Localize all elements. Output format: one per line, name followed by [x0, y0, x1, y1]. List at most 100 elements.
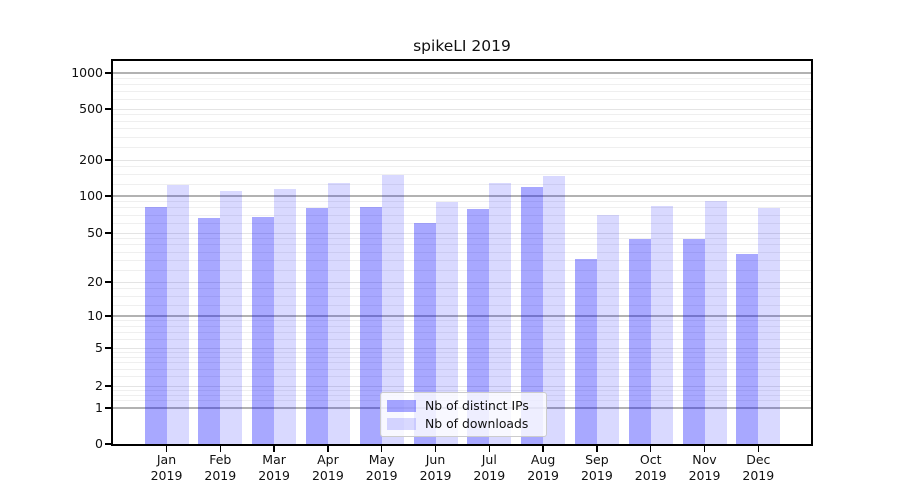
minor-gridline [113, 238, 811, 240]
legend-swatch-distinct-ips [387, 399, 416, 412]
minor-gridline [113, 325, 811, 327]
major-gridline [113, 108, 811, 110]
minor-gridline [113, 295, 811, 297]
x-tick-month: Jul [481, 452, 497, 467]
x-tick-mark [165, 446, 168, 452]
y-tick-mark [105, 443, 111, 445]
x-tick-label: May 2019 [354, 452, 410, 485]
minor-gridline [113, 174, 811, 176]
x-tick-mark [757, 446, 760, 452]
minor-gridline [113, 389, 811, 391]
bar-distinct-ips [413, 223, 436, 444]
y-tick-label: 5 [95, 339, 103, 355]
x-tick-month: Feb [209, 452, 232, 467]
x-tick-month: Apr [317, 452, 339, 467]
minor-gridline [113, 222, 811, 224]
bar-downloads [543, 176, 566, 444]
major-gridline [113, 347, 811, 349]
y-tick-mark [105, 315, 111, 317]
major-gridline [113, 315, 811, 317]
plot-area [113, 61, 811, 444]
bar-distinct-ips [736, 253, 759, 444]
bar-downloads [166, 184, 189, 444]
minor-gridline [113, 166, 811, 168]
x-tick-mark [327, 446, 329, 452]
minor-gridline [113, 128, 811, 130]
legend-label-distinct-ips: Nb of distinct IPs [425, 398, 529, 413]
y-tick-label: 500 [79, 100, 103, 116]
minor-gridline [113, 114, 811, 116]
y-tick-mark [105, 72, 111, 74]
minor-gridline [113, 77, 811, 79]
bar-downloads [274, 189, 297, 444]
minor-gridline [113, 91, 811, 93]
bar-downloads [435, 202, 458, 444]
minor-gridline [113, 269, 811, 271]
minor-gridline [113, 356, 811, 358]
y-tick-mark [105, 407, 111, 409]
major-gridline [113, 281, 811, 283]
x-tick-month: Mar [262, 452, 286, 467]
legend-swatch-downloads [387, 417, 416, 430]
x-tick-mark [703, 446, 706, 452]
bar-distinct-ips [198, 218, 221, 444]
x-tick-year: 2019 [258, 468, 290, 484]
x-tick-month: Jan [156, 452, 177, 467]
bar-downloads [650, 205, 673, 444]
x-tick-year: 2019 [204, 468, 237, 484]
y-tick-label: 2 [95, 377, 103, 393]
bar-distinct-ips [628, 238, 651, 444]
x-tick-mark [273, 446, 275, 452]
x-tick-mark [380, 446, 383, 452]
x-tick-month: Aug [530, 452, 556, 467]
major-gridline [113, 159, 811, 161]
y-tick-label: 50 [87, 224, 103, 240]
minor-gridline [113, 351, 811, 353]
minor-gridline [113, 331, 811, 333]
bar-distinct-ips [305, 207, 328, 444]
chart-title: spikeLI 2019 [413, 37, 511, 55]
bar-distinct-ips [521, 186, 544, 444]
bottom-spine [111, 444, 813, 446]
bar-distinct-ips [467, 209, 490, 444]
x-tick-mark [434, 446, 437, 452]
x-tick-month: Jun [425, 452, 446, 467]
minor-gridline [113, 320, 811, 322]
x-tick-label: Jul 2019 [461, 452, 517, 485]
x-tick-year: 2019 [527, 468, 559, 484]
minor-gridline [113, 376, 811, 378]
x-tick-year: 2019 [150, 468, 183, 484]
x-tick-label: Dec 2019 [730, 452, 786, 485]
x-tick-year: 2019 [634, 468, 667, 484]
x-tick-label: Oct 2019 [623, 452, 679, 485]
x-tick-label: Apr 2019 [300, 452, 356, 485]
minor-gridline [113, 84, 811, 86]
y-tick-mark [105, 232, 111, 234]
y-tick-mark [105, 347, 111, 349]
bar-downloads [758, 207, 781, 444]
x-tick-label: Sep 2019 [569, 452, 625, 485]
x-tick-year: 2019 [688, 468, 721, 484]
legend: Nb of distinct IPs Nb of downloads [380, 392, 547, 437]
bar-distinct-ips [574, 258, 597, 444]
x-tick-label: Aug 2019 [515, 452, 571, 485]
x-tick-year: 2019 [419, 468, 452, 484]
bar-downloads [327, 183, 350, 444]
minor-gridline [113, 362, 811, 364]
bar-distinct-ips [682, 238, 705, 444]
bar-downloads [704, 201, 727, 444]
major-gridline [113, 72, 811, 74]
bar-distinct-ips [144, 207, 167, 444]
legend-item-downloads: Nb of downloads [387, 416, 538, 431]
x-tick-month: Sep [585, 452, 609, 467]
minor-gridline [113, 99, 811, 101]
y-tick-mark [105, 385, 111, 387]
minor-gridline [113, 120, 811, 122]
bar-downloads [220, 191, 243, 444]
y-tick-mark [105, 281, 111, 283]
minor-gridline [113, 368, 811, 370]
x-tick-year: 2019 [365, 468, 398, 484]
y-tick-mark [105, 195, 111, 197]
bar-distinct-ips [359, 207, 382, 444]
y-tick-label: 1000 [71, 64, 103, 80]
